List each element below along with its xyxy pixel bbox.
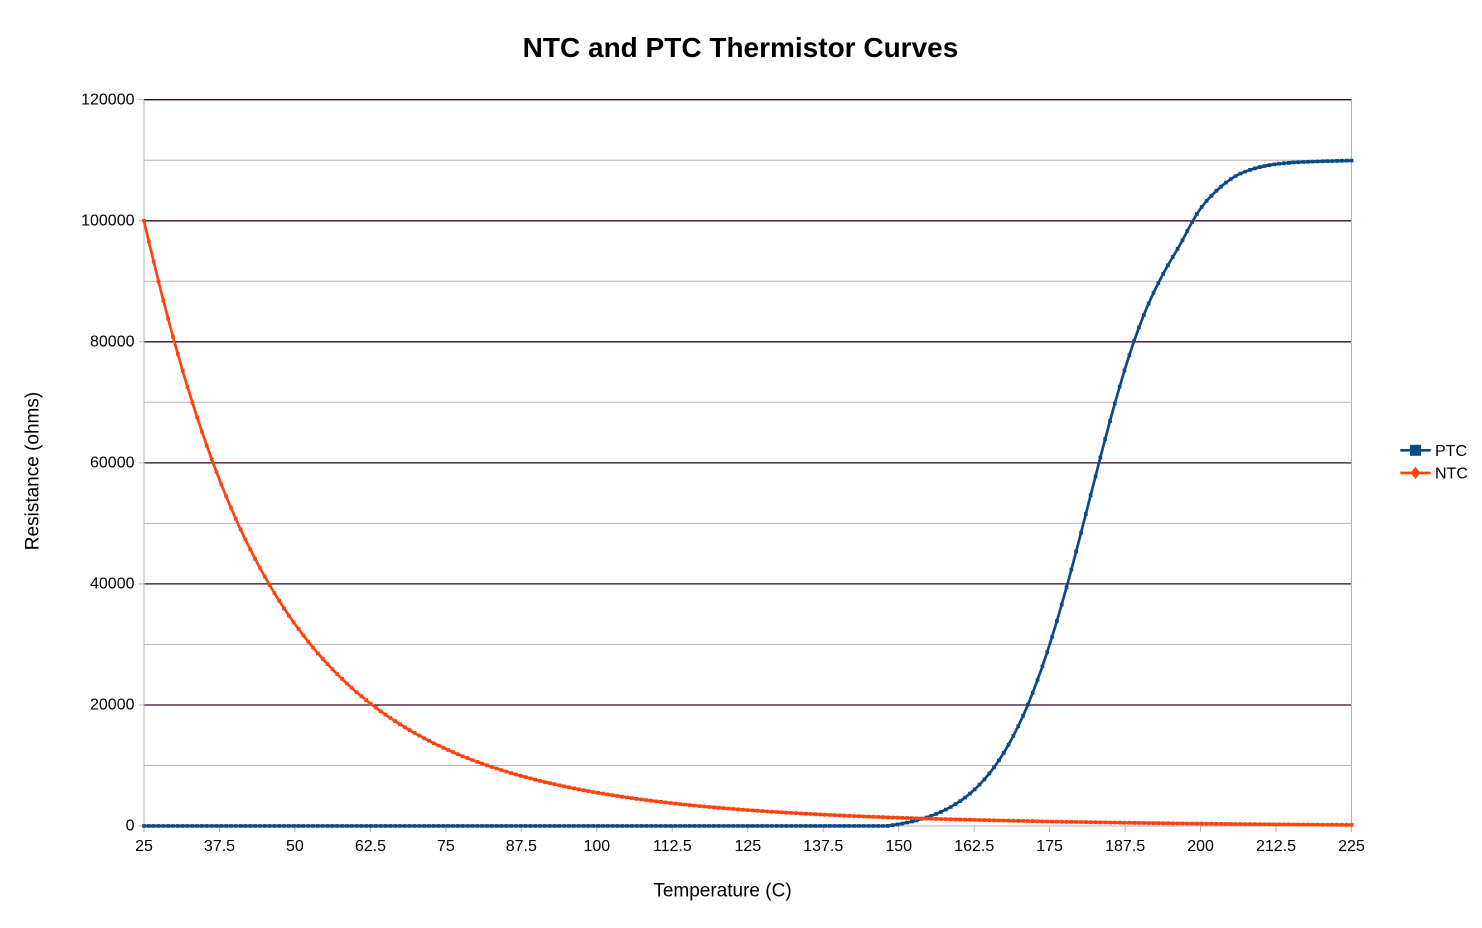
svg-text:20000: 20000 — [90, 697, 135, 714]
svg-text:225: 225 — [1338, 838, 1365, 855]
svg-text:100000: 100000 — [81, 212, 134, 229]
svg-text:40000: 40000 — [90, 576, 135, 593]
svg-text:200: 200 — [1187, 838, 1214, 855]
svg-text:80000: 80000 — [90, 334, 135, 351]
svg-text:137.5: 137.5 — [803, 838, 843, 855]
svg-text:Resistance (ohms): Resistance (ohms) — [23, 392, 44, 550]
svg-text:87.5: 87.5 — [506, 838, 537, 855]
svg-text:37.5: 37.5 — [204, 838, 235, 855]
svg-text:187.5: 187.5 — [1105, 838, 1145, 855]
svg-text:60000: 60000 — [90, 455, 135, 472]
svg-text:150: 150 — [885, 838, 912, 855]
svg-text:0: 0 — [126, 818, 135, 835]
svg-text:NTC: NTC — [1435, 466, 1468, 483]
svg-text:120000: 120000 — [81, 91, 134, 108]
svg-text:25: 25 — [135, 838, 153, 855]
svg-text:50: 50 — [286, 838, 304, 855]
svg-text:100: 100 — [583, 838, 610, 855]
svg-text:112.5: 112.5 — [653, 838, 692, 855]
svg-text:75: 75 — [437, 838, 455, 855]
svg-text:162.5: 162.5 — [954, 838, 994, 855]
svg-text:62.5: 62.5 — [355, 838, 386, 855]
svg-text:PTC: PTC — [1435, 443, 1467, 460]
svg-text:175: 175 — [1036, 838, 1063, 855]
svg-text:212.5: 212.5 — [1256, 838, 1296, 855]
svg-text:Temperature (C): Temperature (C) — [653, 880, 791, 901]
svg-text:125: 125 — [734, 838, 761, 855]
svg-text:NTC and PTC Thermistor Curves: NTC and PTC Thermistor Curves — [523, 32, 959, 63]
